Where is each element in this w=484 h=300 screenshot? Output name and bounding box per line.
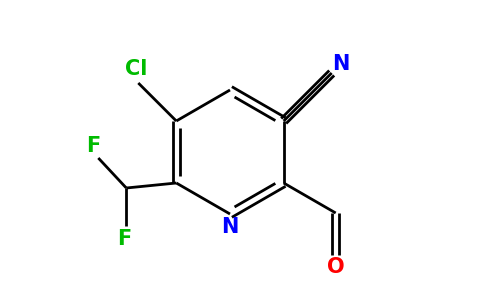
Text: Cl: Cl: [125, 59, 148, 79]
Text: F: F: [86, 136, 101, 156]
Text: N: N: [221, 217, 239, 237]
Text: N: N: [332, 54, 349, 74]
Text: O: O: [327, 257, 345, 277]
Text: F: F: [117, 229, 132, 249]
